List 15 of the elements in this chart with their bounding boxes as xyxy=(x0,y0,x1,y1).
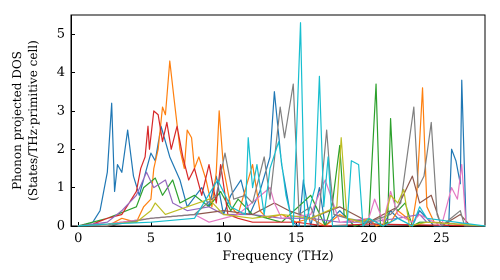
line-series xyxy=(78,22,486,227)
x-tick-label: 0 xyxy=(74,231,82,246)
y-tick-label: 4 xyxy=(56,65,65,80)
x-tick-label: 15 xyxy=(288,231,304,246)
x-axis-title: Frequency (THz) xyxy=(222,249,334,264)
x-tick-label: 5 xyxy=(146,231,156,246)
y-tick-label: 3 xyxy=(56,103,65,118)
x-tick-label: 25 xyxy=(433,231,450,246)
x-tick-label: 10 xyxy=(215,231,232,246)
x-tick-label: 20 xyxy=(360,231,378,246)
y-tick-label: 0 xyxy=(56,218,65,234)
y-axis-title: Phonon projected DOS (States/THz·primitive cell) xyxy=(10,40,40,201)
y-tick-label: 5 xyxy=(56,26,65,42)
y-tick-label: 2 xyxy=(56,142,65,157)
y-tick-label: 1 xyxy=(56,180,65,196)
